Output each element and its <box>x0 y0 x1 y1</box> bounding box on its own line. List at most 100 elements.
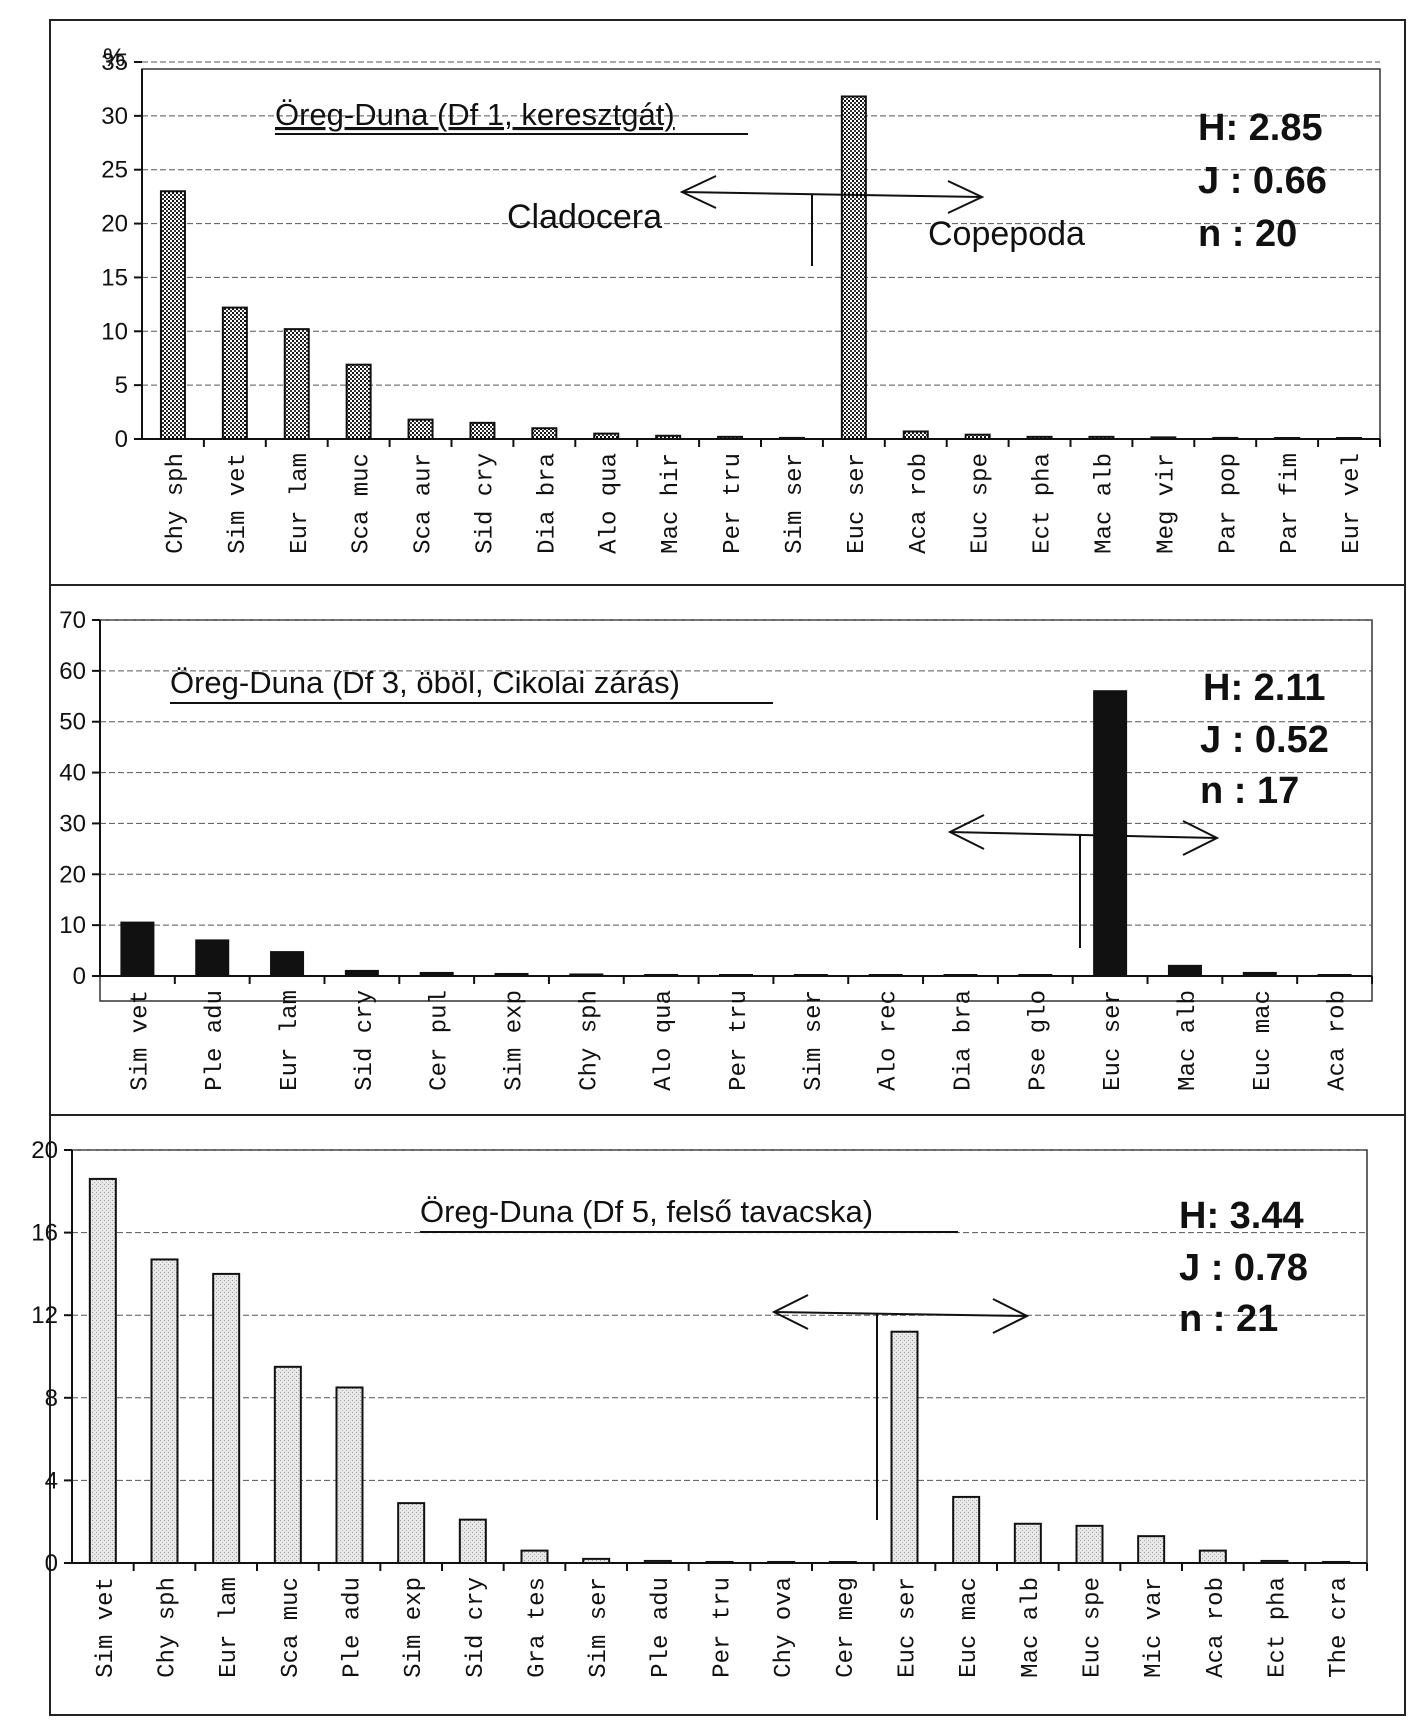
bar <box>397 1502 426 1564</box>
x-tick-label: Sim exp <box>401 1577 428 1678</box>
x-tick-label: Cer meg <box>833 1577 860 1678</box>
y-tick-label: 0 <box>115 426 128 453</box>
bar <box>273 1365 302 1564</box>
bar-series <box>120 690 1352 978</box>
bar <box>890 1330 919 1564</box>
x-tick-label: Sim ser <box>782 453 809 554</box>
x-tick-label: Eur lam <box>287 453 314 554</box>
bar-series <box>159 95 1363 441</box>
group-divider-arrow <box>947 814 1220 948</box>
x-tick-label: Mic var <box>1141 1577 1168 1678</box>
x-tick-label: Aca rob <box>906 453 933 554</box>
y-tick-label: 30 <box>59 810 86 837</box>
x-tick-label: Sca aur <box>411 453 438 554</box>
x-tick-label: Eur lam <box>277 990 304 1091</box>
bar <box>345 363 372 441</box>
x-tick-label: Euc mac <box>956 1577 983 1678</box>
chart-panel-3: 0 4 8 12 16 20 Sim vet Chy sph Eur lam Sca muc Pl… <box>31 1114 1406 1716</box>
x-tick-label: Sim exp <box>502 990 529 1091</box>
x-tick-label: Ple adu <box>202 990 229 1091</box>
x-tick-label: Euc ser <box>844 453 871 554</box>
chart-title: Öreg-Duna (Df 3, öböl, Cikolai zárás) <box>170 665 680 700</box>
y-tick-label: 0 <box>73 963 86 990</box>
x-tick-label: Pse glo <box>1025 990 1052 1091</box>
x-tick-label: Sca muc <box>278 1577 305 1678</box>
group-divider-arrow <box>771 1294 1030 1520</box>
x-axis-labels: Chy sph Sim vet Eur lam Sca muc Sca aur Sid c… <box>163 439 1381 554</box>
x-tick-label: Chy sph <box>163 453 190 554</box>
x-tick-label: Par fim <box>1277 453 1304 554</box>
x-tick-label: Alo qua <box>596 453 623 554</box>
x-tick-label: Par pop <box>1215 453 1242 554</box>
x-tick-label: Euc mac <box>1250 990 1277 1091</box>
group-divider-arrow <box>679 175 985 266</box>
y-tick-label: 20 <box>59 861 86 888</box>
bar <box>159 190 186 440</box>
x-tick-label: Sim vet <box>93 1577 120 1678</box>
x-tick-label: Mac alb <box>1175 990 1202 1091</box>
y-tick-label: 10 <box>59 912 86 939</box>
bar-series <box>88 1177 1351 1565</box>
x-tick-label: Mac hir <box>658 453 685 554</box>
y-tick-label: 10 <box>101 318 128 345</box>
x-tick-label: Chy sph <box>576 990 603 1091</box>
x-tick-label: Ect pha <box>1265 1577 1292 1678</box>
y-axis-ticks: 0 10 20 30 40 50 60 70 <box>59 607 100 990</box>
x-tick-label: Aca rob <box>1203 1577 1230 1678</box>
x-tick-label: Euc ser <box>895 1577 922 1678</box>
stat-h: H: 2.11 <box>1203 667 1326 709</box>
x-tick-label: Chy ova <box>771 1577 798 1678</box>
bar <box>469 421 496 441</box>
x-tick-label: Sim vet <box>225 453 252 554</box>
y-tick-label: 12 <box>31 1302 58 1329</box>
bar <box>270 951 305 978</box>
bar <box>221 306 248 440</box>
stat-h: H: 2.85 <box>1198 107 1323 149</box>
bar <box>212 1272 241 1565</box>
bar <box>902 430 929 440</box>
x-axis-labels: Sim vet Chy sph Eur lam Sca muc Ple adu Sim e… <box>93 1563 1368 1678</box>
x-tick-label: Eur lam <box>216 1577 243 1678</box>
stat-j: J : 0.66 <box>1198 160 1327 202</box>
y-tick-label: 16 <box>31 1220 58 1247</box>
x-tick-label: Euc spe <box>1080 1577 1107 1678</box>
bar <box>952 1495 981 1565</box>
bar <box>1137 1535 1166 1565</box>
y-tick-label: 4 <box>45 1467 58 1494</box>
stat-n: n : 21 <box>1179 1298 1278 1340</box>
group-label-cladocera: Cladocera <box>507 198 662 236</box>
x-tick-label: Alo rec <box>876 990 903 1091</box>
x-tick-label: Per tru <box>726 990 753 1091</box>
y-tick-label: 30 <box>101 103 128 130</box>
chart-panel-1: 0 5 10 15 20 25 30 35 % Chy sph Sim vet Eur lam Sc… <box>49 19 1406 586</box>
x-tick-label: Meg vir <box>1153 453 1180 554</box>
x-tick-label: Dia bra <box>950 990 977 1091</box>
y-tick-label: 0 <box>45 1550 58 1577</box>
y-tick-label: 8 <box>45 1385 58 1412</box>
x-tick-label: Gra tes <box>525 1577 552 1678</box>
x-tick-label: Sid cry <box>472 453 499 554</box>
stat-n: n : 20 <box>1198 213 1297 255</box>
stat-n: n : 17 <box>1200 770 1299 812</box>
x-tick-label: Alo qua <box>651 990 678 1091</box>
y-tick-label: 5 <box>115 372 128 399</box>
x-tick-label: Per tru <box>720 453 747 554</box>
bar <box>1093 690 1128 977</box>
panel-frame <box>49 1114 1406 1716</box>
chart-title: Öreg-Duna (Df 5, felső tavacska) <box>420 1194 873 1229</box>
bar <box>1013 1522 1042 1565</box>
stat-h: H: 3.44 <box>1179 1195 1304 1237</box>
x-tick-label: Ple adu <box>340 1577 367 1678</box>
bar <box>88 1177 117 1565</box>
bar <box>195 939 230 978</box>
bar <box>520 1549 549 1564</box>
bar <box>1198 1549 1227 1564</box>
bar <box>407 418 434 440</box>
bar <box>120 921 155 977</box>
chart-title: Öreg-Duna (Df 1, keresztgát) <box>275 97 675 132</box>
y-axis-ticks: 0 4 8 12 16 20 <box>31 1137 72 1577</box>
y-tick-label: 20 <box>101 211 128 238</box>
x-tick-label: The cra <box>1326 1577 1353 1678</box>
x-tick-label: Eur vel <box>1339 453 1366 554</box>
